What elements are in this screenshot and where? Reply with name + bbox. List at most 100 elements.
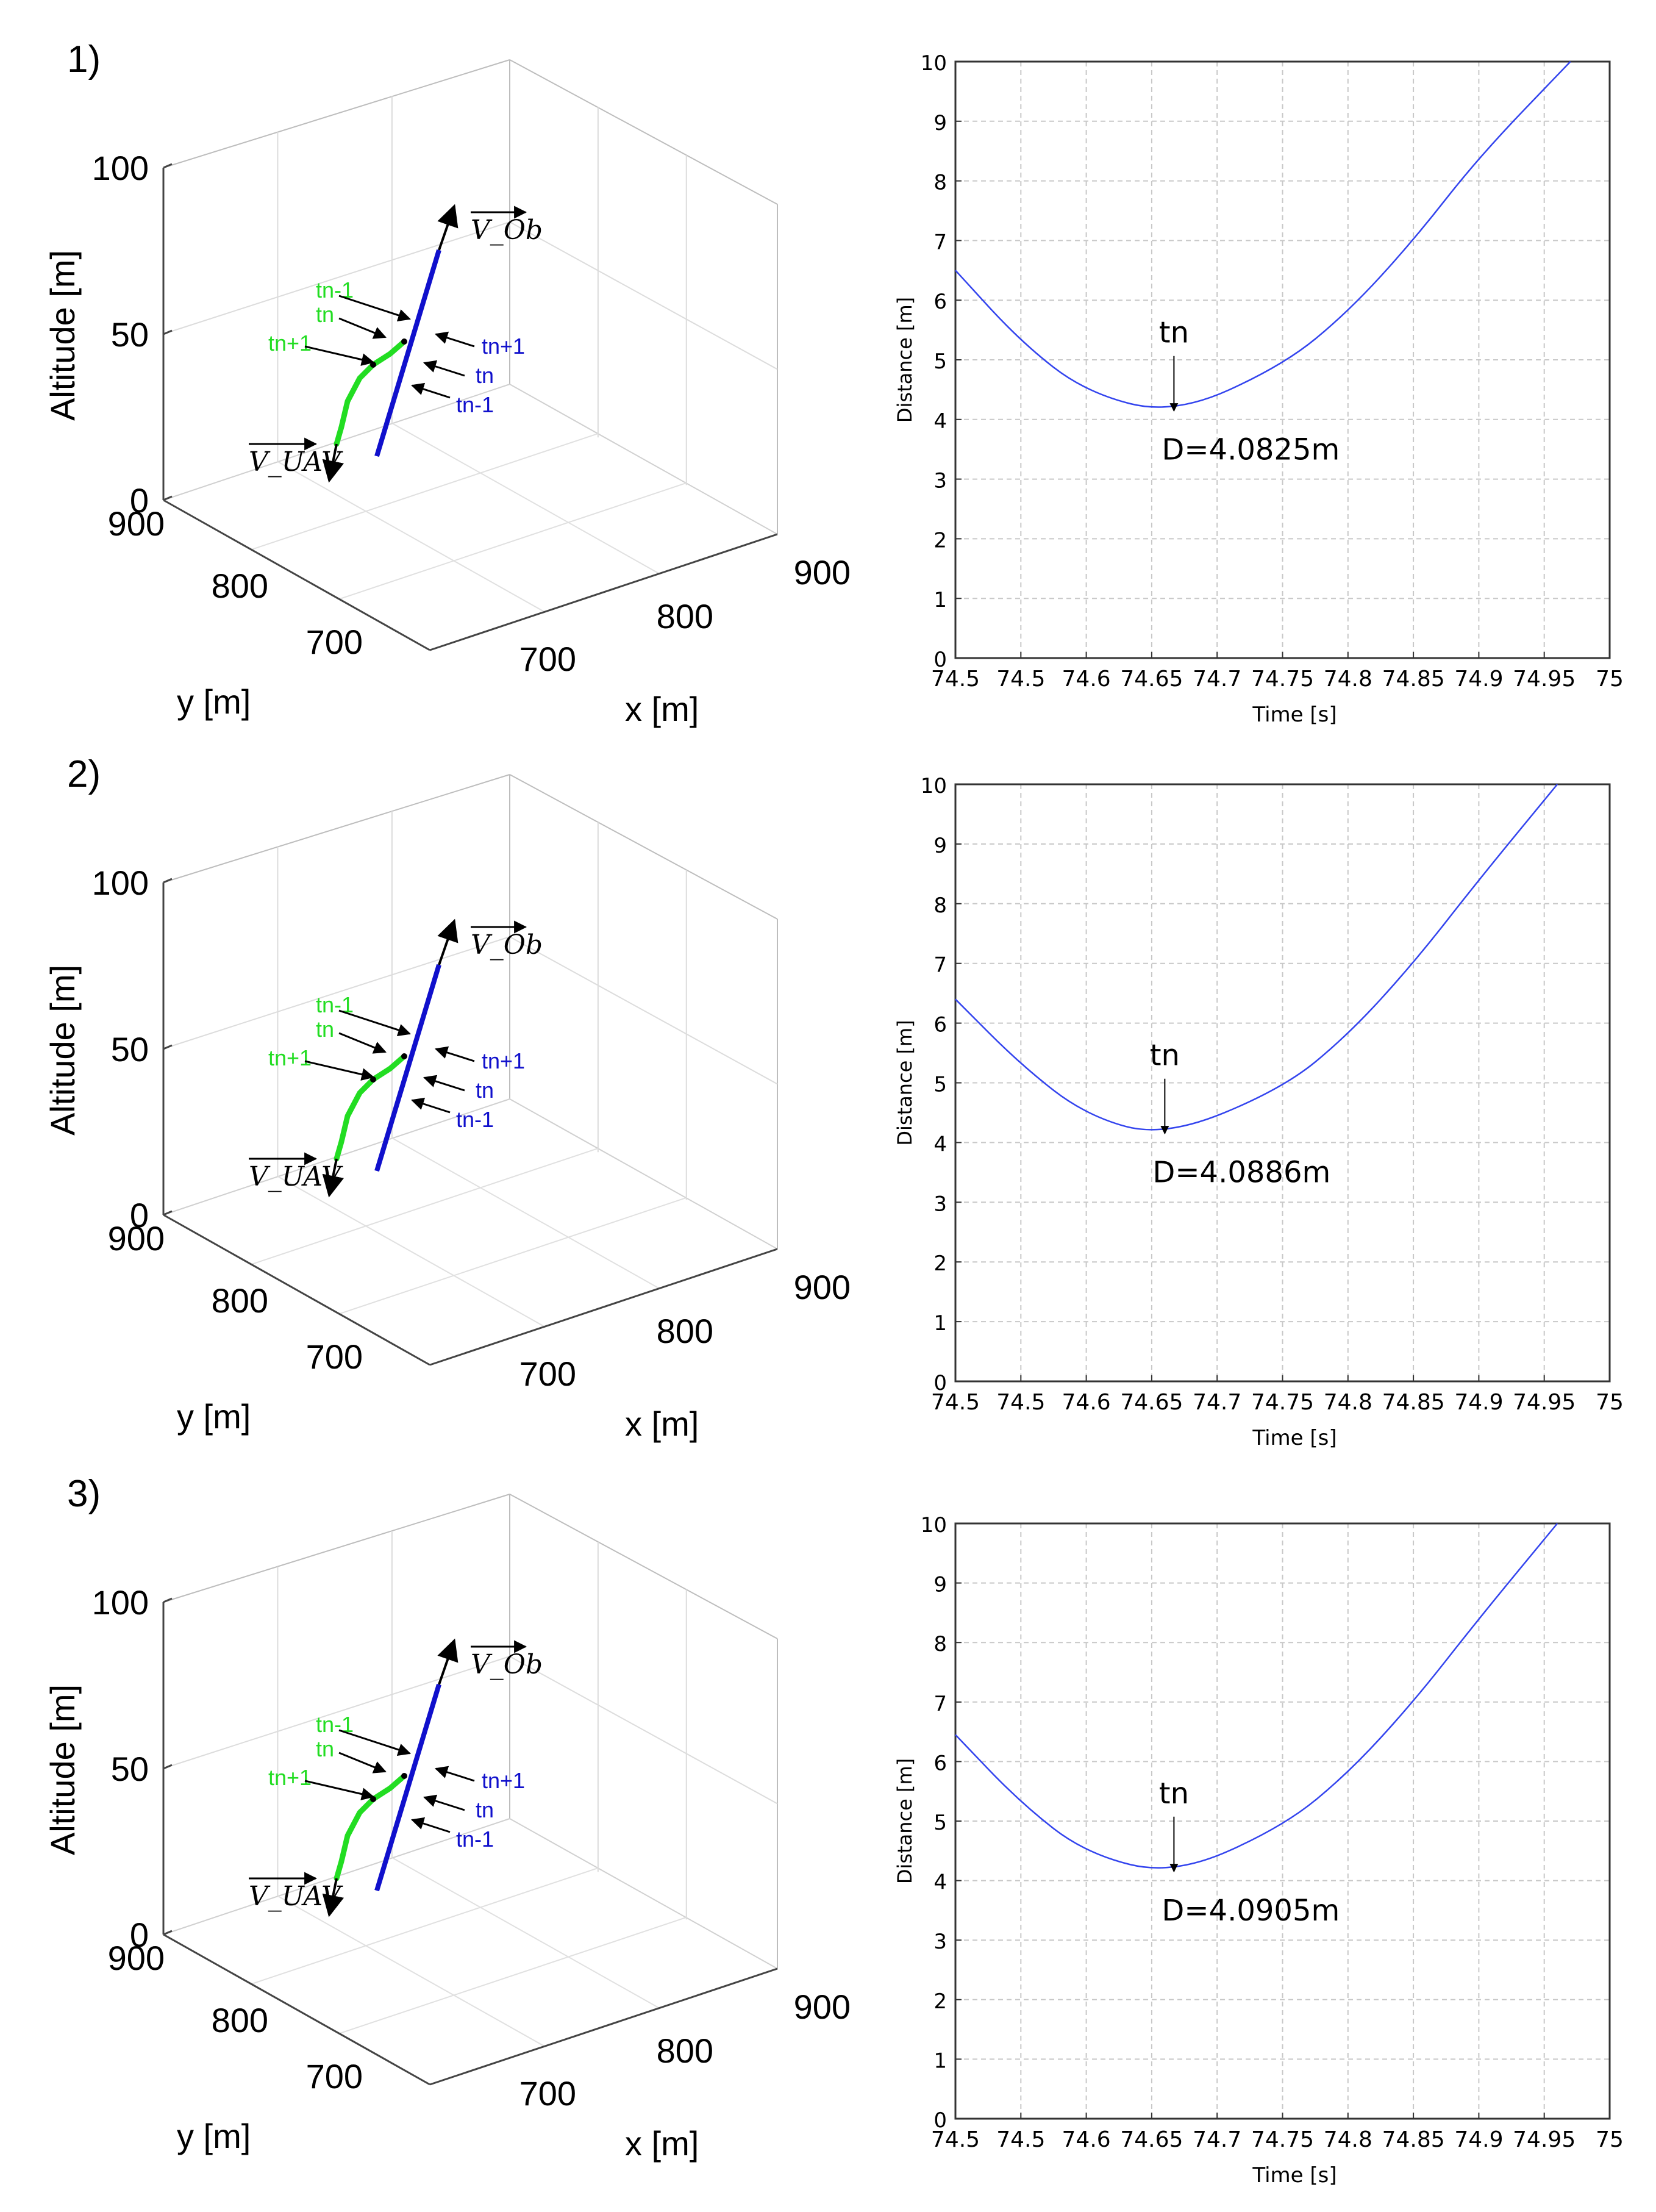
y-tick-label: 1 — [933, 1311, 947, 1336]
x-tick-label: 74.6 — [1062, 667, 1111, 692]
x-tick-label: 74.9 — [1454, 667, 1503, 692]
x-tick-label: 74.65 — [1120, 1390, 1183, 1415]
obstacle-marker-label: tn-1 — [456, 1827, 494, 1852]
uav-velocity-arrow — [322, 443, 344, 483]
wall-grid-line — [509, 936, 778, 1085]
uav-marker-label: tn — [316, 1017, 334, 1042]
z-axis-label: Altitude [m] — [43, 250, 82, 421]
y-tick-label: 2 — [933, 1251, 947, 1276]
obstacle-marker-label: tn+1 — [482, 1048, 525, 1073]
y-tick-label: 700 — [306, 1337, 363, 1376]
obstacle-point-marker — [401, 1773, 407, 1779]
x-tick-label: 74.8 — [1324, 667, 1372, 692]
x-tick-label: 900 — [794, 1988, 851, 2026]
annotation-value: D=4.0886m — [1152, 1156, 1330, 1190]
z-tick-label: 50 — [111, 1030, 149, 1068]
y-axis — [163, 1933, 430, 2086]
x-tick-label: 800 — [657, 2031, 713, 2070]
x-tick-label: 700 — [519, 640, 576, 678]
uav-trajectory — [334, 1053, 407, 1162]
x-axis-label: x [m] — [625, 2124, 699, 2163]
y-tick-label: 800 — [212, 567, 268, 605]
y-tick-label: 3 — [933, 1192, 947, 1216]
floor-grid-line — [392, 423, 660, 574]
floor-grid-line — [509, 384, 778, 535]
y-tick-label: 1 — [933, 2049, 947, 2073]
x-tick-label: 75 — [1596, 667, 1624, 692]
annotation-value: D=4.0825m — [1162, 433, 1340, 467]
panel-label: 2) — [67, 753, 101, 795]
floor-grid-line — [339, 1917, 686, 2035]
panel-2-distance-plot: 0 1 2 3 4 5 6 7 8 9 10 74.5 74.5 74.6 74.65 74.7 74.75 74… — [893, 774, 1624, 1450]
box-edge — [163, 774, 510, 883]
box-edge — [509, 59, 778, 205]
y-tick-label: 6 — [933, 1751, 947, 1775]
z-tick-label: 50 — [111, 315, 149, 354]
box-edge — [509, 1494, 778, 1639]
y-tick-label: 3 — [933, 469, 947, 493]
y-tick-label: 6 — [933, 290, 947, 314]
uav-marker-arrow — [304, 1780, 375, 1800]
y-axis-label: y [m] — [177, 1397, 251, 1436]
panel-2-3d-plot: 2) 0 50 100 700 800 900 700 800 900 Altitude [m] y … — [43, 753, 851, 1443]
y-tick-label: 8 — [933, 1632, 947, 1656]
uav-marker-arrow — [338, 1009, 411, 1037]
obstacle-velocity-label: V_Ob — [471, 1649, 543, 1680]
obstacle-marker-arrow — [434, 1766, 475, 1782]
y-tick-label: 3 — [933, 1930, 947, 1954]
z-tick-label: 100 — [92, 864, 149, 902]
x-tick-label: 74.6 — [1062, 2127, 1111, 2152]
annotation-label: tn — [1159, 1777, 1189, 1811]
x-axis — [429, 1248, 778, 1366]
x-tick-label: 75 — [1596, 1390, 1624, 1415]
obstacle-marker-label: tn — [476, 363, 494, 388]
y-tick-label: 6 — [933, 1013, 947, 1037]
y-tick-label: 0 — [933, 2108, 947, 2133]
y-tick-label: 8 — [933, 171, 947, 195]
y-tick-label: 9 — [933, 111, 947, 135]
obstacle-velocity-label: V_Ob — [471, 215, 543, 246]
x-tick-label: 74.75 — [1251, 667, 1314, 692]
x-axis-label: x [m] — [625, 1405, 699, 1443]
obstacle-point-marker — [401, 338, 407, 345]
obstacle-marker-arrow — [423, 1794, 465, 1811]
floor-grid-line — [392, 1137, 660, 1289]
y-tick-label: 800 — [212, 2001, 268, 2039]
y-tick-label: 9 — [933, 834, 947, 858]
uav-marker-label: tn — [316, 1736, 334, 1761]
obstacle-velocity-arrow — [437, 918, 459, 965]
y-tick-label: 8 — [933, 893, 947, 918]
x-tick-label: 700 — [519, 2074, 576, 2113]
y-tick-label: 0 — [933, 1371, 947, 1395]
floor-grid-line — [277, 461, 545, 613]
z-tick-label: 0 — [130, 1196, 149, 1234]
z-tick-label: 50 — [111, 1750, 149, 1788]
y-axis — [163, 1214, 430, 1366]
obstacle-trajectory — [374, 964, 441, 1172]
floor-grid-line — [251, 1867, 598, 1985]
uav-marker-label: tn+1 — [268, 1045, 312, 1070]
x-tick-label: 74.9 — [1454, 2127, 1503, 2152]
x-tick-label: 74.6 — [1062, 1390, 1111, 1415]
annotation-label: tn — [1159, 316, 1189, 350]
y-tick-label: 10 — [921, 51, 947, 76]
box-edge — [163, 59, 510, 168]
z-tick-label: 100 — [92, 149, 149, 187]
y-tick-label: 2 — [933, 1989, 947, 2014]
y-tick-label: 9 — [933, 1573, 947, 1597]
z-tick — [163, 163, 173, 169]
obstacle-trajectory — [374, 249, 441, 457]
floor-grid-line — [339, 1197, 686, 1315]
x-tick-label: 74.65 — [1120, 2127, 1183, 2152]
x-tick-label: 74.9 — [1454, 1390, 1503, 1415]
z-tick — [163, 1930, 173, 1936]
z-tick-label: 0 — [130, 481, 149, 520]
uav-marker-label: tn+1 — [268, 1765, 312, 1790]
x-tick-label: 74.7 — [1193, 1390, 1241, 1415]
panel-3-distance-plot: 0 1 2 3 4 5 6 7 8 9 10 74.5 74.5 74.6 74.65 74.7 74.75 74… — [893, 1513, 1624, 2188]
y-axis-label: y [m] — [177, 682, 251, 721]
x-tick-label: 74.5 — [996, 1390, 1045, 1415]
uav-trajectory — [334, 1773, 407, 1881]
x-tick-label: 74.5 — [996, 2127, 1045, 2152]
